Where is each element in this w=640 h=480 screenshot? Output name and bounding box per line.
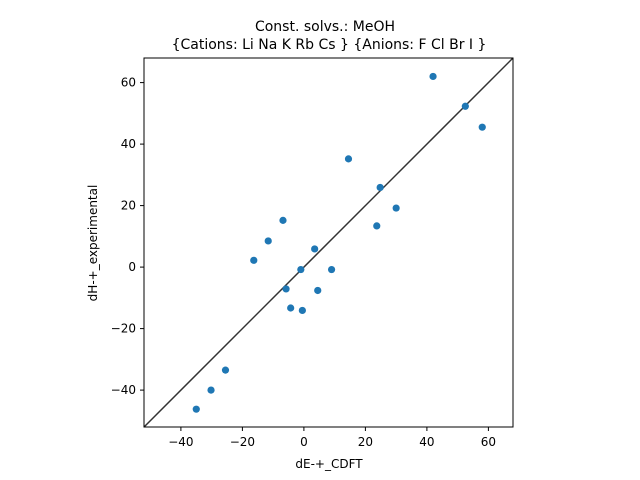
- chart-title-line2: {Cations: Li Na K Rb Cs } {Anions: F Cl …: [172, 37, 487, 53]
- data-point-11: [297, 265, 305, 274]
- x-tick-label-4: 40: [419, 435, 434, 449]
- data-point-8: [264, 237, 272, 245]
- data-point-10: [250, 256, 258, 264]
- data-point-18: [207, 386, 215, 394]
- data-point-16: [298, 306, 306, 315]
- chart-title-line1: Const. solvs.: MeOH: [255, 19, 395, 35]
- data-point-13: [282, 285, 290, 293]
- y-axis-label: dH-+_experimental: [86, 185, 100, 302]
- data-point-19: [192, 405, 200, 413]
- x-tick-label-2: 0: [300, 435, 308, 449]
- x-tick-label-1: −20: [230, 435, 255, 449]
- plot-area: −40 −20 0 20 40 60 −40 −20 0 20 40 60: [111, 57, 514, 449]
- y-tick-label-2: 0: [128, 260, 136, 274]
- data-point-2: [478, 123, 486, 131]
- data-point-14: [314, 286, 322, 295]
- data-point-9: [311, 245, 319, 253]
- data-point-12: [327, 265, 336, 274]
- reference-line: [144, 58, 513, 427]
- y-tick-label-5: 60: [121, 76, 136, 90]
- data-point-4: [376, 183, 384, 192]
- data-point-6: [373, 222, 381, 230]
- data-point-1: [461, 102, 469, 110]
- y-tick-label-3: 20: [121, 199, 136, 213]
- data-point-5: [392, 204, 400, 212]
- x-tick-label-5: 60: [481, 435, 496, 449]
- data-point-3: [344, 155, 353, 163]
- x-tick-label-3: 20: [358, 435, 373, 449]
- y-tick-label-1: −20: [111, 322, 136, 336]
- axes-frame: [143, 57, 514, 428]
- data-point-15: [287, 304, 295, 312]
- x-axis-label: dE-+_CDFT: [295, 457, 363, 471]
- y-tick-label-4: 40: [121, 137, 136, 151]
- x-tick-label-0: −40: [168, 435, 193, 449]
- data-point-0: [429, 72, 437, 81]
- data-point-7: [279, 216, 287, 224]
- y-tick-label-0: −40: [111, 383, 136, 397]
- data-point-17: [221, 366, 230, 374]
